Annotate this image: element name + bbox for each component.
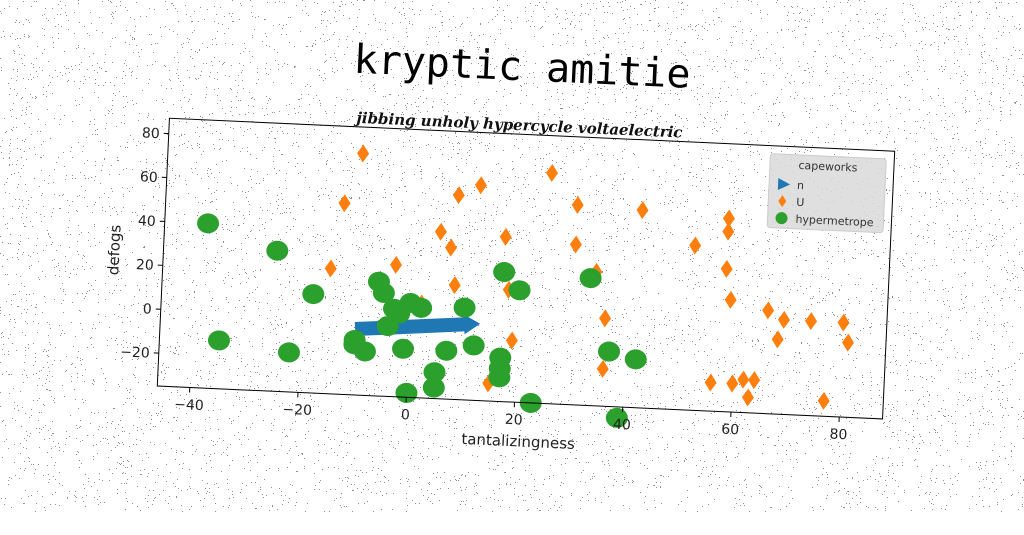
u-point <box>324 259 337 278</box>
u-point <box>837 313 850 332</box>
y-axis-label: defogs <box>104 224 124 275</box>
u-point <box>748 371 761 390</box>
x-tick-label: 40 <box>613 417 632 434</box>
hypermetrope-point <box>453 297 476 318</box>
hypermetrope-point <box>423 362 446 383</box>
x-tick-label: 20 <box>504 412 523 429</box>
legend-title: capeworks <box>798 159 858 175</box>
u-point <box>762 301 775 320</box>
u-point <box>689 236 702 255</box>
y-tick-label: 0 <box>142 301 152 317</box>
plot-marks <box>189 137 862 438</box>
u-point <box>720 260 733 279</box>
x-tick-label: 80 <box>829 427 848 444</box>
hypermetrope-point <box>493 262 516 283</box>
hypermetrope-point <box>462 335 485 356</box>
hypermetrope-point <box>598 341 621 362</box>
y-tick-label: 60 <box>140 169 159 186</box>
y-tick-label: −20 <box>120 344 150 361</box>
u-point <box>338 194 351 213</box>
legend-label: U <box>796 196 805 209</box>
u-point <box>475 176 488 195</box>
u-point <box>499 228 512 247</box>
y-tick-label: 40 <box>138 213 157 230</box>
hypermetrope-point <box>208 330 231 351</box>
hypermetrope-point <box>197 213 220 234</box>
u-point <box>571 196 584 215</box>
x-tick-label: −20 <box>282 402 312 419</box>
u-point <box>842 333 855 352</box>
u-point <box>778 311 791 330</box>
u-point <box>817 392 830 411</box>
u-point <box>452 186 465 205</box>
u-point <box>742 388 755 407</box>
u-point <box>704 373 717 392</box>
u-point <box>569 235 582 254</box>
x-tick-label: −40 <box>174 397 204 414</box>
u-point <box>599 309 612 328</box>
x-tick-label: 0 <box>401 407 411 423</box>
hypermetrope-point <box>392 338 415 359</box>
u-point <box>724 291 737 310</box>
u-point <box>726 374 739 393</box>
y-tick-label: 20 <box>136 257 155 274</box>
u-point <box>771 330 784 349</box>
hypermetrope-point <box>302 284 325 305</box>
u-point <box>390 256 403 275</box>
u-point <box>722 222 735 241</box>
u-point <box>445 238 458 257</box>
hypermetrope-point <box>278 342 301 363</box>
y-tick-label: 80 <box>142 125 161 142</box>
u-point <box>505 331 518 350</box>
hypermetrope-point <box>435 340 458 361</box>
u-point <box>546 164 559 183</box>
u-point <box>357 144 370 163</box>
x-tick-label: 60 <box>721 422 740 439</box>
legend-label: n <box>797 179 805 192</box>
u-point <box>434 223 447 242</box>
hypermetrope-point <box>508 280 531 301</box>
hypermetrope-point <box>624 349 647 370</box>
u-point <box>737 370 750 389</box>
x-axis-label: tantalizingness <box>461 430 575 453</box>
hypermetrope-point <box>266 240 289 261</box>
u-point <box>596 360 609 379</box>
u-point <box>448 276 461 295</box>
u-point <box>805 312 818 331</box>
u-point <box>636 201 649 220</box>
